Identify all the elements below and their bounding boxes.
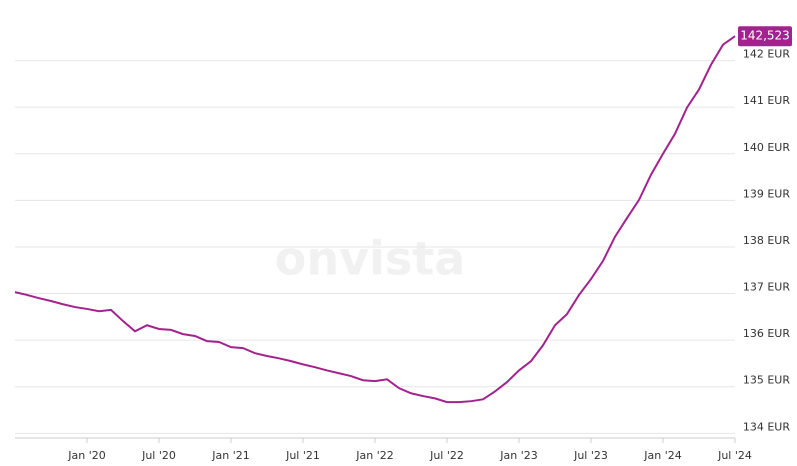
y-tick-label: 140 EUR	[743, 141, 790, 154]
value-label: 142,523	[740, 29, 790, 43]
x-tick-label: Jul '23	[573, 449, 608, 462]
y-tick-label: 141 EUR	[743, 94, 790, 107]
line	[14, 35, 736, 404]
y-tick-label: 139 EUR	[743, 187, 790, 200]
y-tick-label: 136 EUR	[743, 327, 790, 340]
value-badge: 142,523	[738, 26, 792, 47]
x-tick-label: Jul '21	[285, 449, 320, 462]
y-tick-label: 137 EUR	[743, 281, 790, 294]
x-tick-label: Jul '22	[429, 449, 464, 462]
y-tick-label: 135 EUR	[743, 374, 790, 387]
x-tick-label: Jul '24	[717, 449, 752, 462]
x-tick-label: Jan '24	[643, 449, 681, 462]
y-tick-label: 134 EUR	[743, 420, 790, 433]
x-tick-label: Jul '20	[141, 449, 176, 462]
x-tick-label: Jan '23	[499, 449, 537, 462]
value-badge-bg	[738, 26, 792, 47]
x-tick-label: Jan '22	[355, 449, 393, 462]
x-tick-label: Jan '20	[67, 449, 105, 462]
y-tick-label: 138 EUR	[743, 234, 790, 247]
x-tick-label: Jan '21	[211, 449, 249, 462]
y-tick-label: 142 EUR	[743, 48, 790, 61]
watermark: onvista	[275, 232, 466, 286]
